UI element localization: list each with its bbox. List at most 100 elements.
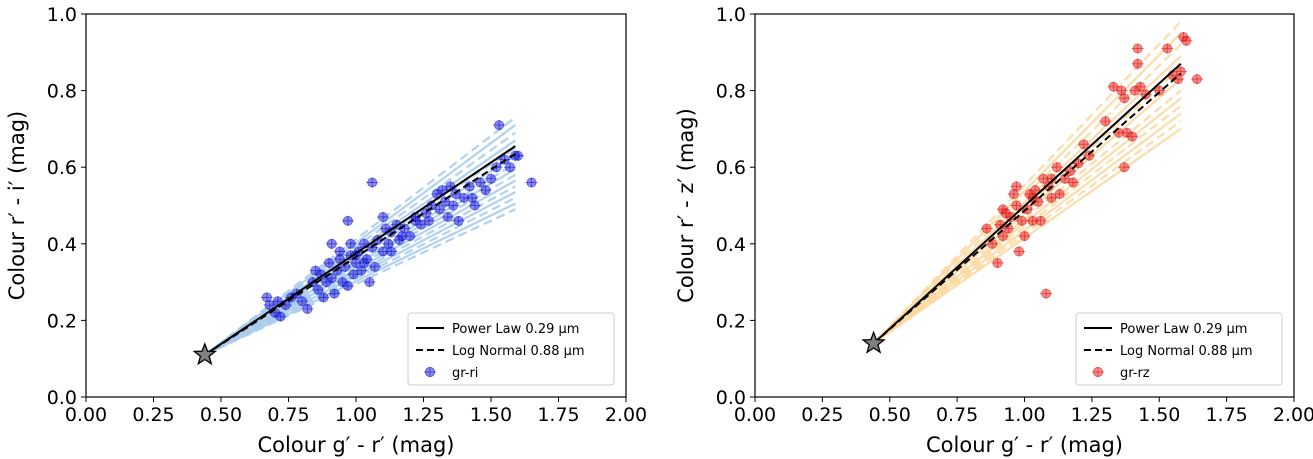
x-tick-label: 0.25 [801, 404, 843, 426]
data-point [1181, 35, 1192, 46]
x-tick-label: 0.50 [869, 404, 911, 426]
data-point [1011, 200, 1022, 211]
data-point [334, 246, 345, 257]
x-tick-label: 2.00 [1273, 404, 1313, 426]
data-point [981, 223, 992, 234]
data-point [1100, 116, 1111, 127]
data-point [1051, 162, 1062, 173]
data-point [1175, 66, 1186, 77]
data-point [513, 150, 524, 161]
data-point [504, 162, 515, 173]
model-line [872, 89, 1182, 345]
y-tick-label: 1.0 [716, 4, 746, 26]
data-point [987, 238, 998, 249]
x-tick-label: 1.75 [537, 404, 579, 426]
data-point [1016, 215, 1027, 226]
data-point [480, 185, 491, 196]
data-point [386, 246, 397, 257]
data-point [1054, 189, 1065, 200]
data-point [367, 177, 378, 188]
data-point [1011, 181, 1022, 192]
model-line [872, 32, 1182, 345]
data-point [1132, 43, 1143, 54]
data-point [396, 231, 407, 242]
x-tick-label: 2.00 [605, 404, 647, 426]
legend-label-log-normal: Log Normal 0.88 μm [452, 344, 585, 359]
data-point [453, 215, 464, 226]
data-point [1119, 93, 1130, 104]
data-point [342, 215, 353, 226]
star-icon [861, 330, 886, 354]
data-point [348, 269, 359, 280]
log-normal-line [872, 72, 1182, 345]
x-axis-label: Colour g′ - r′ (mag) [926, 433, 1123, 457]
legend-label-data: gr-rz [1120, 366, 1150, 381]
data-point [1041, 288, 1052, 299]
data-point [364, 277, 375, 288]
data-point [434, 204, 445, 215]
x-tick-label: 0.75 [267, 404, 309, 426]
data-point [264, 300, 275, 311]
data-point [1014, 246, 1025, 257]
data-point [342, 280, 353, 291]
legend-marker [1092, 366, 1104, 378]
y-tick-label: 0.4 [716, 234, 746, 256]
log-normal-line [204, 152, 516, 356]
legend-box [407, 312, 615, 386]
data-point [1046, 192, 1057, 203]
data-point [1030, 185, 1041, 196]
data-point [997, 204, 1008, 215]
chart-panel-2: 0.00 0.25 0.50 0.75 1.00 1.25 1.50 1.75 2.00 0.0 0… [674, 4, 1313, 457]
data-point [359, 257, 370, 268]
data-point [494, 120, 505, 131]
x-tick-label: 1.50 [1138, 404, 1180, 426]
x-tick-label: 1.00 [335, 404, 377, 426]
data-point [1108, 81, 1119, 92]
data-point [296, 296, 307, 307]
data-point [1135, 81, 1146, 92]
y-tick-label: 0.4 [47, 234, 77, 256]
data-point [448, 200, 459, 211]
data-point [1078, 139, 1089, 150]
y-tick-label: 1.0 [47, 4, 77, 26]
x-tick-label: 0.00 [65, 404, 107, 426]
data-point [1068, 177, 1079, 188]
data-point [1019, 231, 1030, 242]
x-tick-label: 1.00 [1003, 404, 1045, 426]
data-point [997, 231, 1008, 242]
data-point [1027, 215, 1038, 226]
data-point [313, 284, 324, 295]
data-point [1084, 150, 1095, 161]
data-point [423, 215, 434, 226]
legend-label-data: gr-ri [452, 366, 478, 381]
data-point [442, 211, 453, 222]
legend: Power Law 0.29 μm Log Normal 0.88 μm gr-ri [407, 312, 615, 386]
legend-box [1075, 312, 1283, 386]
data-point [992, 257, 1003, 268]
x-tick-label: 0.25 [132, 404, 174, 426]
data-point [467, 192, 478, 203]
data-point [485, 173, 496, 184]
x-tick-label: 1.75 [1205, 404, 1247, 426]
model-line [204, 116, 516, 356]
data-point [1119, 162, 1130, 173]
y-tick-label: 0.6 [716, 157, 746, 179]
data-points [980, 31, 1203, 299]
model-line [872, 66, 1182, 345]
data-point [1191, 74, 1202, 85]
data-point [323, 257, 334, 268]
power-law-line [204, 145, 516, 356]
y-tick-label: 0.2 [47, 310, 77, 332]
legend-label-power-law: Power Law 0.29 μm [1120, 322, 1247, 337]
data-point [377, 211, 388, 222]
model-line [872, 20, 1182, 345]
data-point [1046, 173, 1057, 184]
data-point [302, 303, 313, 314]
data-point [329, 288, 340, 299]
data-point [369, 261, 380, 272]
data-point [526, 177, 537, 188]
x-tick-label: 1.25 [1071, 404, 1113, 426]
y-axis-label: Colour r′ - z′ (mag) [674, 108, 698, 303]
model-line [204, 208, 516, 356]
